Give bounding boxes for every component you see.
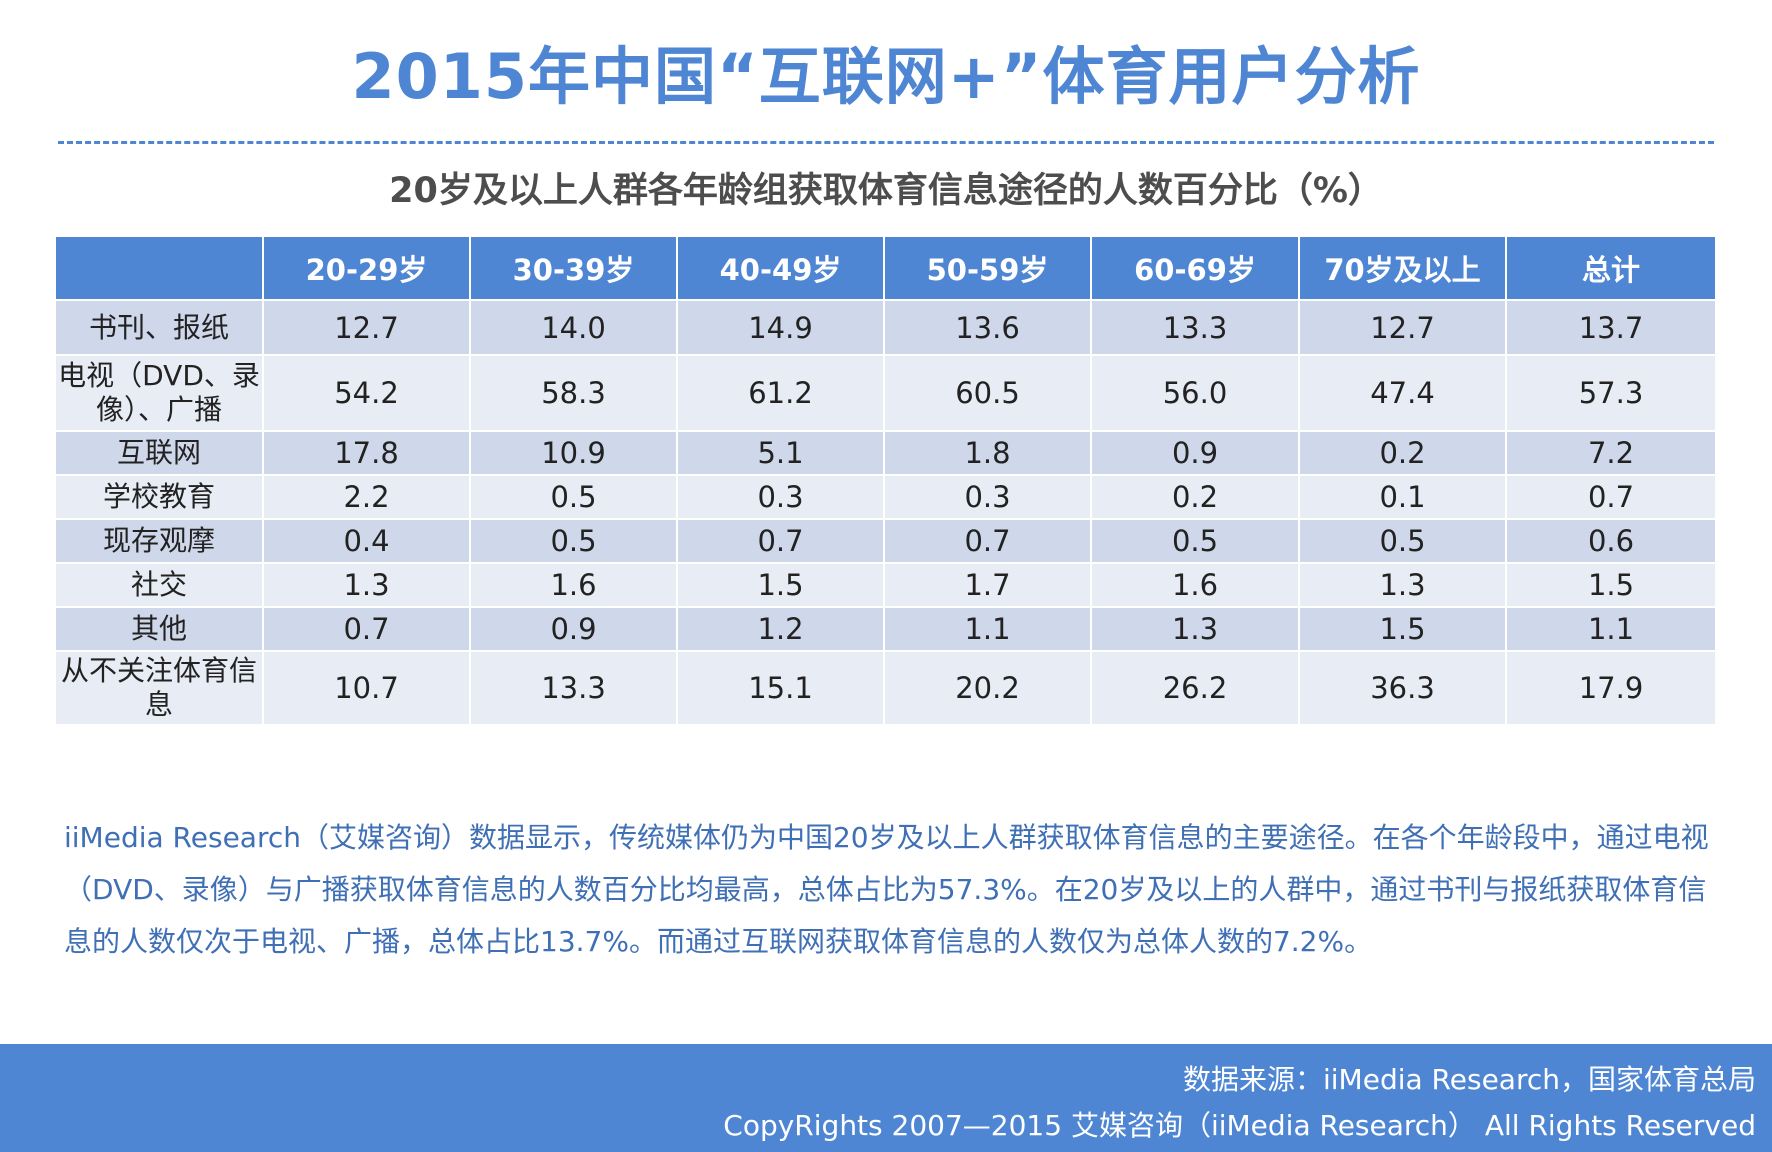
table-cell: 0.3 [884, 475, 1092, 520]
table-row: 互联网 17.8 10.9 5.1 1.8 0.9 0.2 7.2 [56, 431, 1717, 476]
table-cell: 13.3 [470, 651, 678, 726]
row-label: 其他 [56, 607, 264, 652]
table-cell: 12.7 [263, 300, 471, 356]
table-cell: 0.1 [1299, 475, 1507, 520]
table-cell: 0.5 [1091, 519, 1300, 564]
table-cell: 47.4 [1299, 355, 1507, 432]
title-divider [58, 141, 1714, 144]
table-cell: 12.7 [1299, 300, 1507, 356]
table-cell: 15.1 [677, 651, 885, 726]
column-header: 60-69岁 [1091, 237, 1300, 301]
table-cell: 1.5 [1299, 607, 1507, 652]
summary-text: iiMedia Research（艾媒咨询）数据显示，传统媒体仍为中国20岁及以… [64, 821, 1709, 958]
table-cell: 1.5 [677, 563, 885, 608]
table-cell: 0.9 [470, 607, 678, 652]
row-label: 学校教育 [56, 475, 264, 520]
table-cell: 0.4 [263, 519, 471, 564]
table-cell: 1.1 [1506, 607, 1717, 652]
table-cell: 0.2 [1091, 475, 1300, 520]
table-cell: 1.7 [884, 563, 1092, 608]
table-cell: 0.7 [263, 607, 471, 652]
table-cell: 2.2 [263, 475, 471, 520]
table-cell: 10.7 [263, 651, 471, 726]
table-cell: 10.9 [470, 431, 678, 476]
row-label: 从不关注体育信息 [56, 651, 264, 726]
table-row: 现存观摩 0.4 0.5 0.7 0.7 0.5 0.5 0.6 [56, 519, 1717, 564]
table-cell: 1.2 [677, 607, 885, 652]
table-cell: 1.3 [263, 563, 471, 608]
row-label: 电视（DVD、录像）、广播 [56, 355, 264, 432]
table-cell: 1.6 [470, 563, 678, 608]
table-cell: 0.7 [677, 519, 885, 564]
table-row: 书刊、报纸 12.7 14.0 14.9 13.6 13.3 12.7 13.7 [56, 300, 1717, 356]
table-cell: 60.5 [884, 355, 1092, 432]
table-row: 从不关注体育信息 10.7 13.3 15.1 20.2 26.2 36.3 17.9 [56, 651, 1717, 726]
header-corner-cell [56, 237, 264, 301]
table-cell: 1.6 [1091, 563, 1300, 608]
data-source: 数据来源：iiMedia Research，国家体育总局 [1183, 1063, 1756, 1096]
table-cell: 0.3 [677, 475, 885, 520]
table-cell: 1.8 [884, 431, 1092, 476]
table-cell: 13.6 [884, 300, 1092, 356]
table-row: 社交 1.3 1.6 1.5 1.7 1.6 1.3 1.5 [56, 563, 1717, 608]
table-cell: 0.7 [1506, 475, 1717, 520]
table-cell: 14.0 [470, 300, 678, 356]
column-header: 70岁及以上 [1299, 237, 1507, 301]
column-header: 50-59岁 [884, 237, 1092, 301]
table-cell: 57.3 [1506, 355, 1717, 432]
footer-bar: 数据来源：iiMedia Research，国家体育总局 CopyRights … [0, 1044, 1772, 1152]
table-cell: 14.9 [677, 300, 885, 356]
table-cell: 0.6 [1506, 519, 1717, 564]
page-title: 2015年中国“互联网+”体育用户分析 [351, 40, 1421, 113]
column-header: 40-49岁 [677, 237, 885, 301]
table-cell: 1.1 [884, 607, 1092, 652]
column-header: 30-39岁 [470, 237, 678, 301]
table-cell: 61.2 [677, 355, 885, 432]
row-label: 书刊、报纸 [56, 300, 264, 356]
table-cell: 13.3 [1091, 300, 1300, 356]
row-label: 社交 [56, 563, 264, 608]
table-cell: 0.5 [1299, 519, 1507, 564]
column-header: 20-29岁 [263, 237, 471, 301]
table-cell: 56.0 [1091, 355, 1300, 432]
table-cell: 36.3 [1299, 651, 1507, 726]
table-cell: 13.7 [1506, 300, 1717, 356]
table-header-row: 20-29岁 30-39岁 40-49岁 50-59岁 60-69岁 70岁及以上 总计 [56, 237, 1717, 301]
table-cell: 0.9 [1091, 431, 1300, 476]
copyright: CopyRights 2007—2015 艾媒咨询（iiMedia Resear… [723, 1109, 1756, 1142]
table-cell: 5.1 [677, 431, 885, 476]
column-header: 总计 [1506, 237, 1717, 301]
table-body: 书刊、报纸 12.7 14.0 14.9 13.6 13.3 12.7 13.7 电视（DVD、… [56, 300, 1717, 726]
table-cell: 26.2 [1091, 651, 1300, 726]
table-cell: 1.5 [1506, 563, 1717, 608]
table-cell: 17.9 [1506, 651, 1717, 726]
table-row: 其他 0.7 0.9 1.2 1.1 1.3 1.5 1.1 [56, 607, 1717, 652]
table-cell: 1.3 [1091, 607, 1300, 652]
row-label: 现存观摩 [56, 519, 264, 564]
row-label: 互联网 [56, 431, 264, 476]
data-table: 20-29岁 30-39岁 40-49岁 50-59岁 60-69岁 70岁及以上 总计 书… [56, 237, 1717, 726]
table-cell: 1.3 [1299, 563, 1507, 608]
table-cell: 20.2 [884, 651, 1092, 726]
table-row: 学校教育 2.2 0.5 0.3 0.3 0.2 0.1 0.7 [56, 475, 1717, 520]
table-cell: 0.5 [470, 475, 678, 520]
table-cell: 0.7 [884, 519, 1092, 564]
table-cell: 0.5 [470, 519, 678, 564]
table-cell: 7.2 [1506, 431, 1717, 476]
table-title: 20岁及以上人群各年龄组获取体育信息途径的人数百分比（%） [389, 171, 1383, 211]
table-cell: 54.2 [263, 355, 471, 432]
table-row: 电视（DVD、录像）、广播 54.2 58.3 61.2 60.5 56.0 47.4 57.… [56, 355, 1717, 432]
table-cell: 58.3 [470, 355, 678, 432]
table-cell: 17.8 [263, 431, 471, 476]
table-cell: 0.2 [1299, 431, 1507, 476]
